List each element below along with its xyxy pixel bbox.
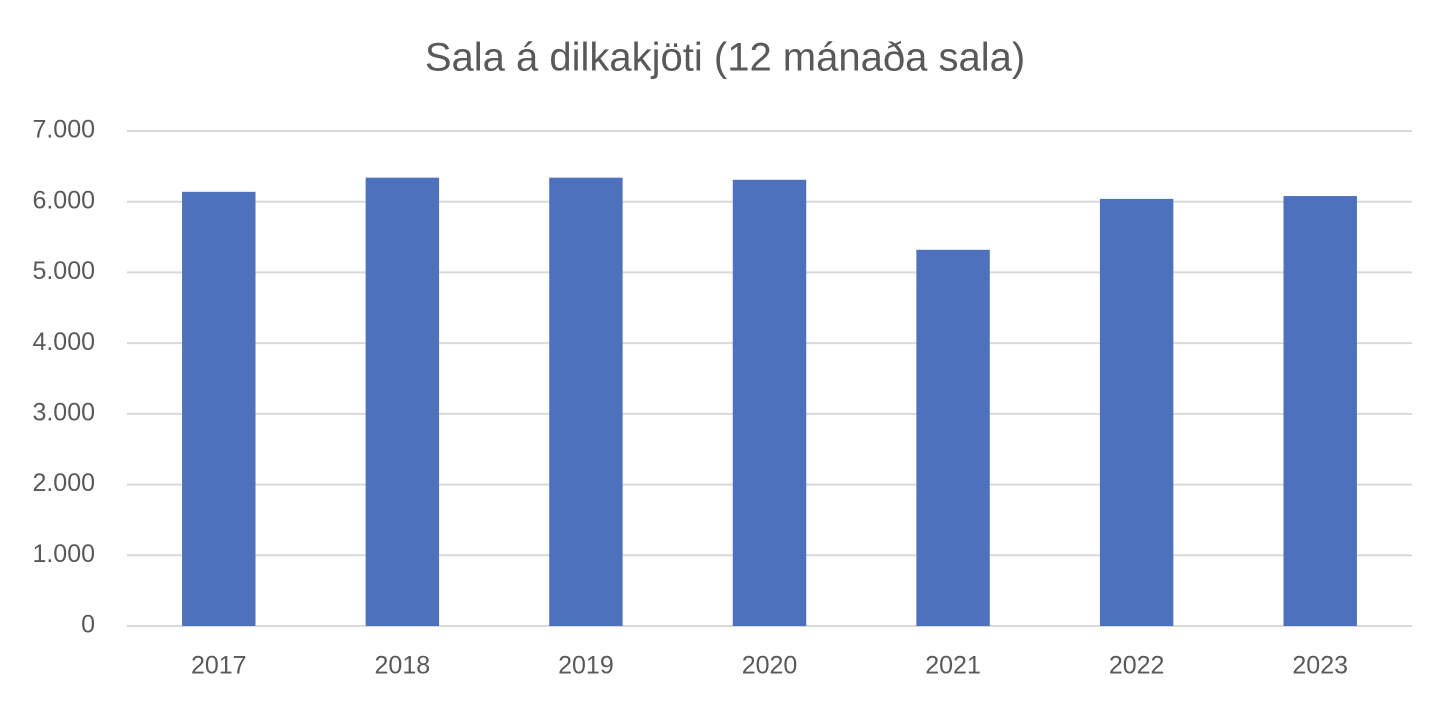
y-tick-label: 7.000 [32,116,95,144]
y-tick-label: 1.000 [32,540,95,568]
x-tick-label: 2018 [375,652,431,680]
x-tick-label: 2017 [191,652,247,680]
x-tick-label: 2021 [925,652,981,680]
bar [365,177,440,626]
x-tick-label: 2019 [558,652,614,680]
y-tick-label: 2.000 [32,469,95,497]
bar [732,179,807,627]
x-tick-label: 2020 [742,652,798,680]
bar [1283,196,1357,627]
y-tick-label: 0 [81,611,95,639]
x-tick-label: 2022 [1109,652,1165,680]
bar [916,249,990,627]
chart-title: Sala á dilkakjöti (12 mánaða sala) [425,36,1025,80]
y-tick-label: 4.000 [32,328,95,356]
y-tick-label: 3.000 [32,398,95,426]
bar [182,191,256,627]
bar [549,177,623,626]
bar [1099,198,1174,626]
y-tick-label: 5.000 [32,257,95,285]
x-tick-label: 2023 [1292,652,1348,680]
y-tick-label: 6.000 [32,186,95,214]
